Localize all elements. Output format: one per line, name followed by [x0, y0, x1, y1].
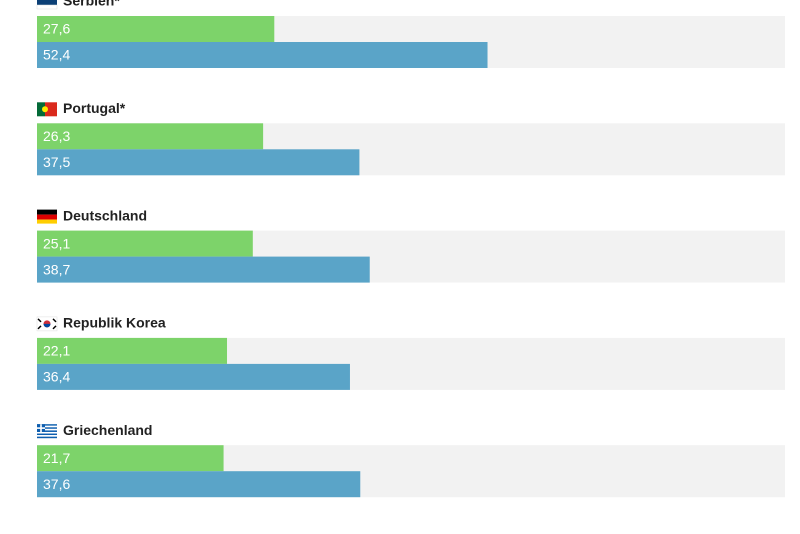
bar — [37, 149, 360, 176]
flag — [37, 430, 57, 432]
value-label: 37,5 — [43, 154, 70, 170]
category-label: Griechenland — [63, 422, 152, 438]
flag — [36, 4, 58, 10]
flag — [52, 325, 57, 330]
value-label: 52,4 — [43, 47, 70, 63]
flag — [37, 435, 57, 437]
value-label: 21,7 — [43, 450, 70, 466]
category-label: Portugal* — [63, 100, 126, 116]
flag — [37, 427, 45, 429]
bar — [37, 16, 275, 42]
value-label: 37,6 — [43, 476, 70, 492]
bar — [37, 471, 361, 498]
bar — [37, 123, 264, 150]
flag — [37, 436, 57, 439]
flag — [37, 425, 57, 428]
flag — [43, 323, 51, 328]
category-label: Deutschland — [63, 207, 147, 223]
flag — [37, 424, 57, 426]
flag — [37, 318, 42, 323]
bar — [37, 42, 488, 68]
flag — [37, 102, 45, 117]
value-label: 38,7 — [43, 261, 70, 277]
value-label: 36,4 — [43, 369, 70, 385]
flag — [37, 219, 57, 224]
bar — [37, 445, 224, 472]
bar — [37, 363, 350, 390]
flag — [37, 0, 57, 5]
flag — [37, 209, 57, 215]
flag — [37, 431, 57, 434]
bar — [37, 337, 228, 364]
bar — [37, 230, 253, 257]
value-label: 25,1 — [43, 235, 70, 251]
flag — [37, 325, 42, 330]
category-label: Serbien* — [63, 0, 120, 9]
flag — [37, 214, 57, 220]
flag — [52, 318, 57, 323]
flag — [37, 428, 57, 431]
flag — [42, 106, 48, 113]
flag — [37, 433, 57, 436]
bar — [37, 256, 370, 283]
value-label: 27,6 — [43, 21, 70, 37]
flag — [37, 427, 57, 429]
value-label: 22,1 — [43, 343, 70, 359]
category-label: Republik Korea — [63, 315, 166, 331]
flag — [45, 102, 57, 117]
value-label: 26,3 — [43, 128, 70, 144]
